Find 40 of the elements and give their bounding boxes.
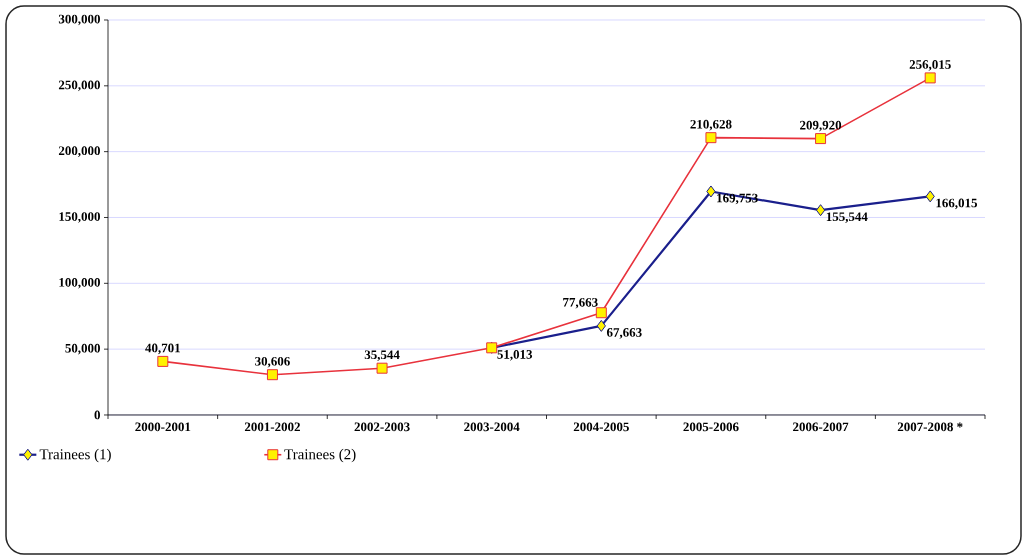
point bbox=[705, 132, 717, 144]
data-label: 67,663 bbox=[606, 328, 642, 339]
x-tick-label: 2002-2003 bbox=[354, 422, 410, 432]
point bbox=[157, 355, 169, 367]
x-tick-label: 2005-2006 bbox=[683, 422, 739, 432]
y-tick-label: 200,000 bbox=[58, 146, 100, 157]
x-tick-label: 2006-2007 bbox=[793, 422, 849, 432]
data-label: 169,753 bbox=[717, 193, 758, 205]
y-tick-label: 250,000 bbox=[58, 80, 100, 92]
x-tick-label: 2001-2002 bbox=[244, 422, 300, 432]
point bbox=[706, 185, 716, 198]
data-label: 51,013 bbox=[497, 350, 533, 361]
data-label: 35,544 bbox=[364, 350, 400, 361]
point bbox=[266, 369, 278, 381]
y-tick-label: 300,000 bbox=[58, 14, 100, 26]
point bbox=[924, 72, 936, 84]
point bbox=[596, 319, 606, 332]
data-label: 40,701 bbox=[145, 343, 180, 355]
y-tick-label: 50,000 bbox=[65, 343, 100, 355]
data-label: 77,663 bbox=[563, 297, 598, 309]
legend-label: Trainees (2) bbox=[284, 448, 356, 463]
point bbox=[925, 190, 935, 203]
data-label: 210,628 bbox=[690, 119, 732, 131]
x-tick-label: 2007-2008 * bbox=[897, 422, 963, 432]
data-label: 155,544 bbox=[826, 212, 868, 223]
y-tick-label: 0 bbox=[94, 410, 100, 420]
point bbox=[376, 362, 388, 374]
y-tick-label: 150,000 bbox=[59, 212, 100, 223]
point bbox=[815, 133, 827, 145]
data-label: 256,015 bbox=[909, 60, 951, 71]
y-tick-label: 100,000 bbox=[59, 278, 100, 289]
data-label: 30,606 bbox=[255, 356, 290, 368]
legend-label: Trainees (1) bbox=[39, 448, 111, 463]
x-tick-label: 2000-2001 bbox=[135, 422, 191, 432]
data-label: 166,015 bbox=[936, 198, 978, 210]
point bbox=[815, 204, 826, 217]
x-tick-label: 2004-2005 bbox=[573, 422, 629, 432]
x-tick-label: 2003-2004 bbox=[464, 422, 520, 432]
point bbox=[595, 307, 607, 319]
data-label: 209,920 bbox=[800, 120, 842, 132]
